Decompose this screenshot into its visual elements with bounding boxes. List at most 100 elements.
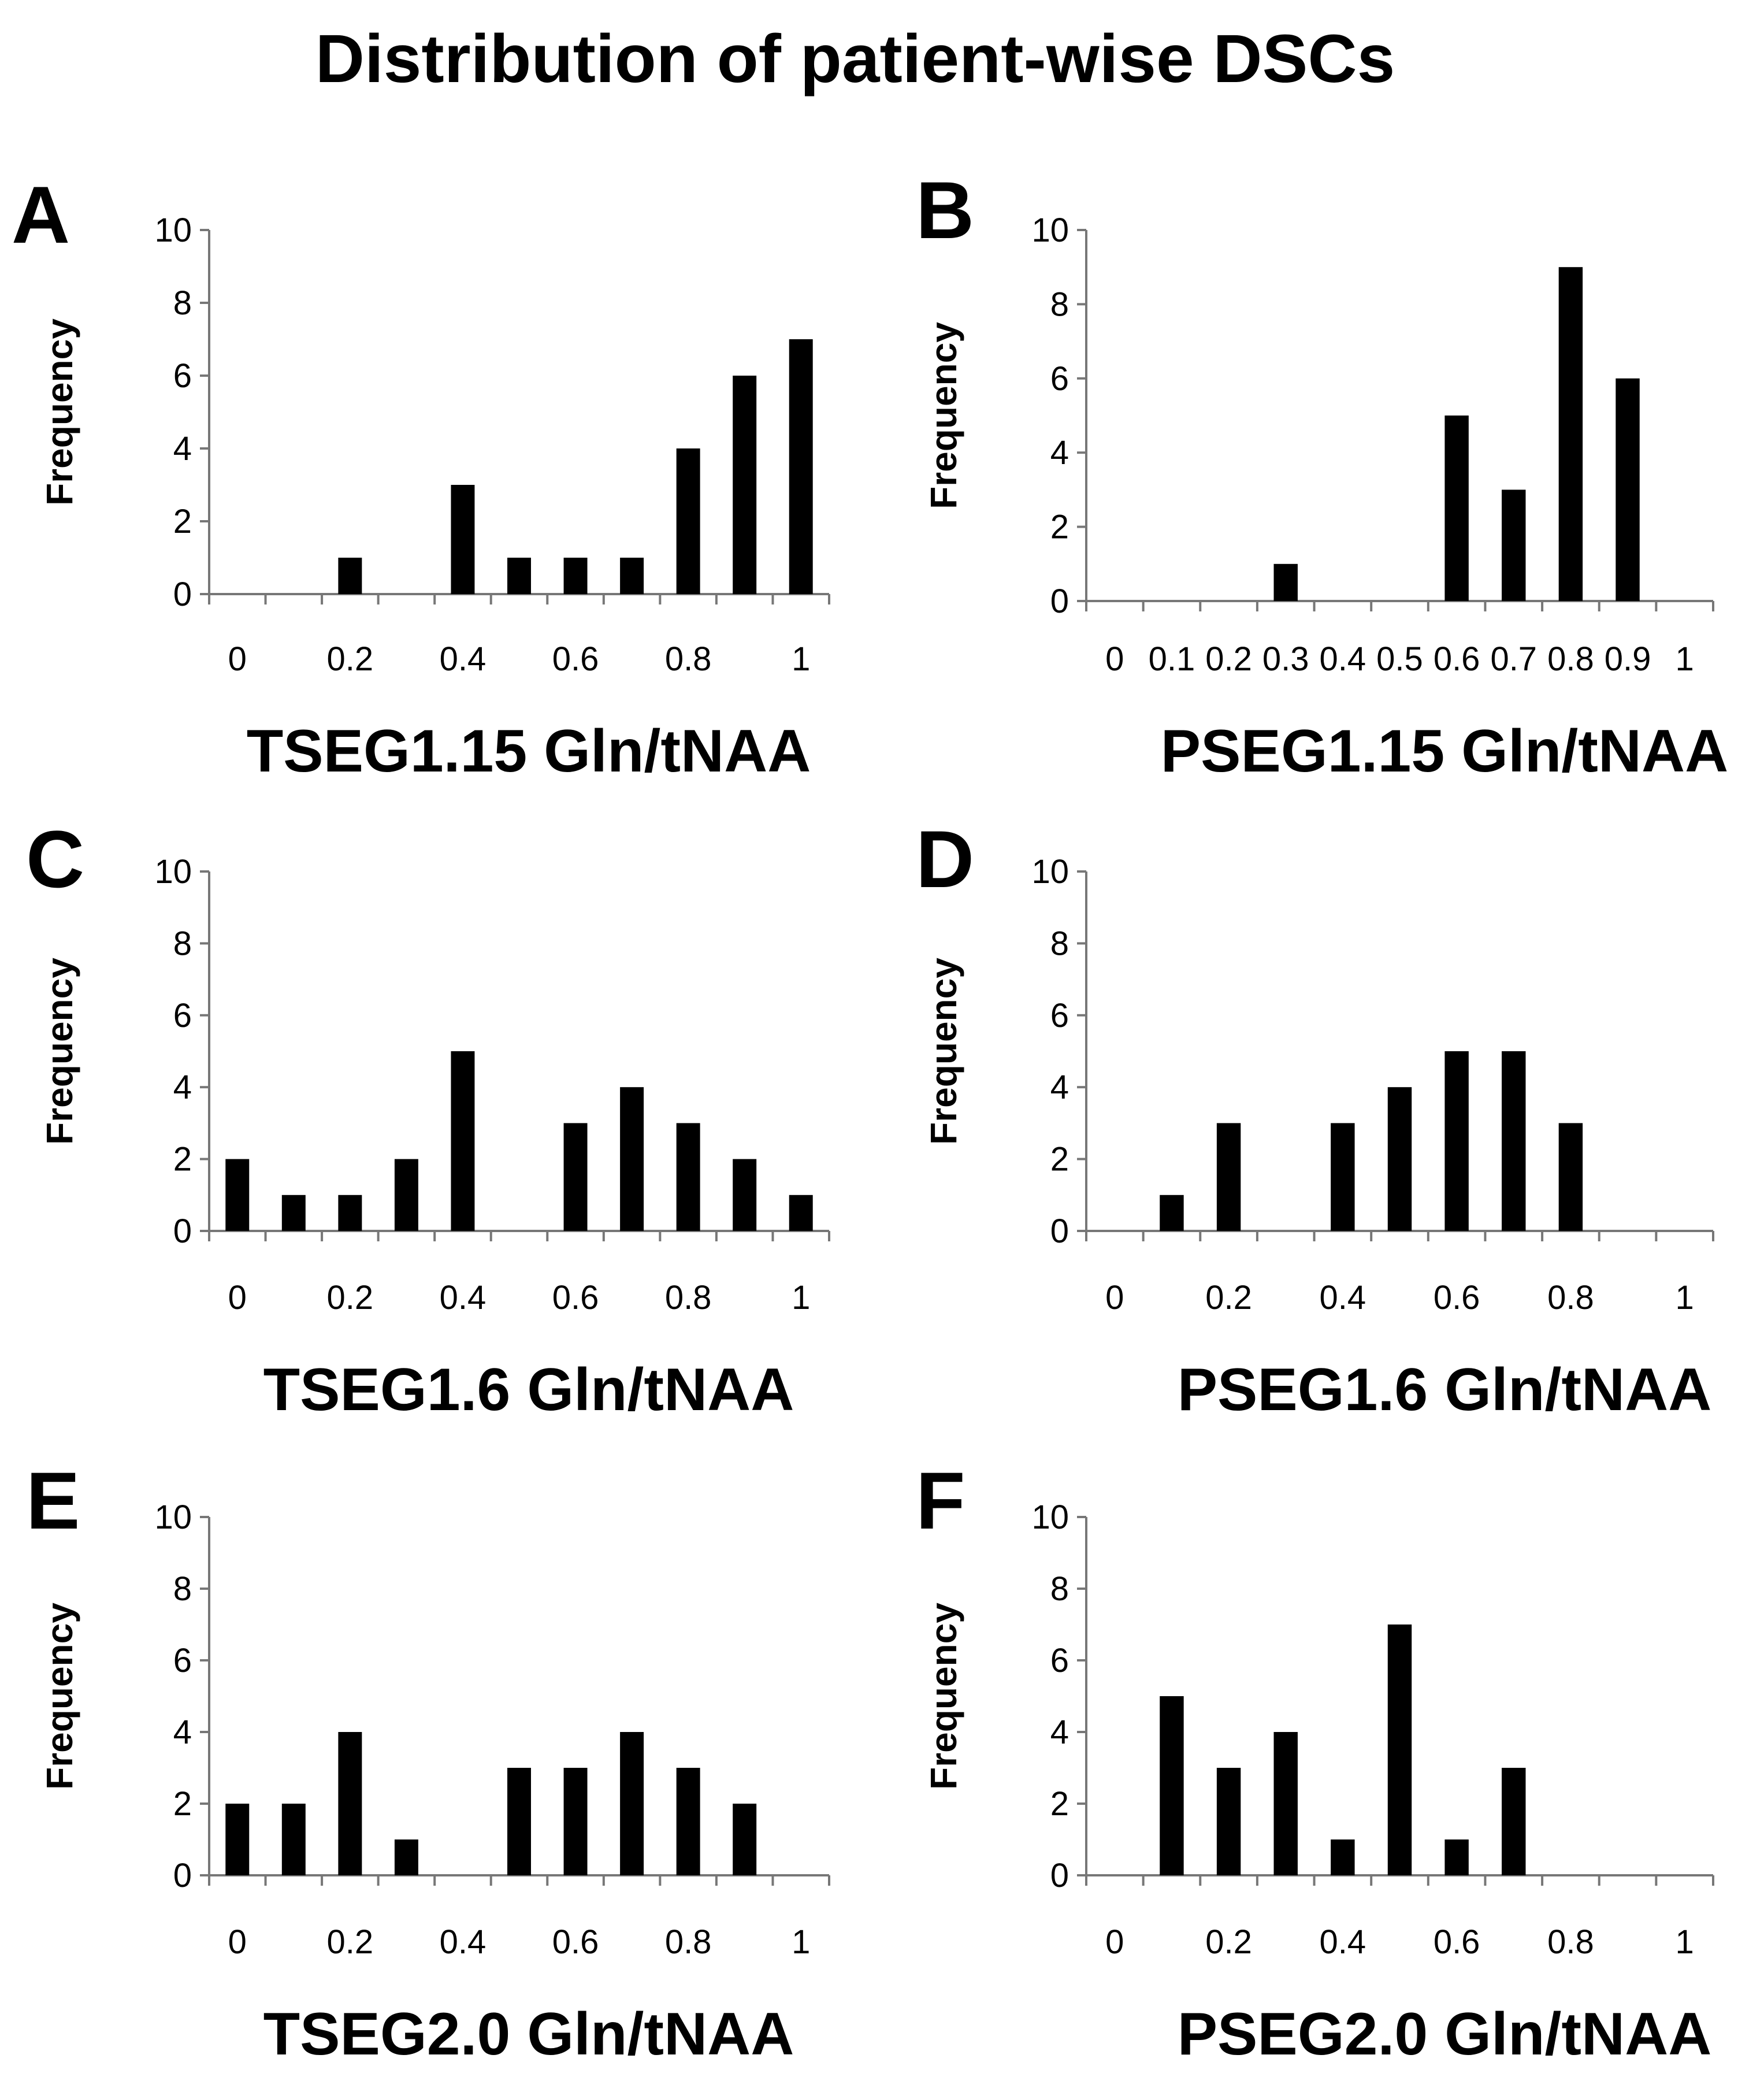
x-tick-label: 1 <box>1676 640 1694 678</box>
x-tick-label: 0.8 <box>1547 640 1594 678</box>
panel-b: B 0 2 4 6 8 10 0 0.1 0.2 0.3 0.4 0.5 0.6 0.7 0.8 0.9 1 Fre… <box>916 165 1728 785</box>
x-tick-label: 0.4 <box>440 1279 487 1316</box>
bar <box>1616 378 1640 601</box>
y-tick-label: 8 <box>173 284 192 322</box>
x-axis-label: TSEG1.6 Gln/tNAA <box>263 1356 794 1423</box>
bar <box>733 376 757 594</box>
y-axis-label: Frequency <box>923 322 964 509</box>
bar <box>1387 1087 1412 1231</box>
x-axis-label: PSEG2.0 Gln/tNAA <box>1178 2001 1712 2068</box>
y-tick-label: 0 <box>173 1212 192 1250</box>
bar <box>676 1768 700 1875</box>
y-tick-label: 4 <box>1050 1713 1069 1751</box>
y-tick-label: 0 <box>1050 1212 1069 1250</box>
y-axis-label: Frequency <box>39 318 80 506</box>
x-tick-label: 0 <box>1105 1923 1124 1961</box>
x-tick-label: 0.4 <box>1320 1923 1366 1961</box>
bar <box>281 1804 306 1875</box>
panel-letter: A <box>12 169 70 260</box>
y-tick-label: 10 <box>154 1499 192 1536</box>
bar <box>1444 416 1469 601</box>
x-tick-label: 0.2 <box>327 1923 374 1961</box>
y-tick-label: 2 <box>173 1785 192 1823</box>
y-tick-label: 8 <box>173 1570 192 1608</box>
y-tick-label: 2 <box>173 1141 192 1178</box>
bar <box>620 558 644 594</box>
bar <box>1502 1051 1526 1231</box>
panel-e: E 0 2 4 6 8 10 0 0.2 0.4 0.6 0.8 1 Frequency TSEG2.0 G… <box>26 1455 830 2068</box>
bar <box>1160 1195 1184 1231</box>
x-tick-label: 0 <box>228 1923 247 1961</box>
x-tick-label: 0.6 <box>1434 640 1480 678</box>
bar <box>733 1159 757 1231</box>
bar <box>1216 1123 1241 1231</box>
bar <box>1558 1123 1583 1231</box>
bar <box>507 558 531 594</box>
x-tick-label: 0.6 <box>552 640 599 678</box>
x-tick-label: 1 <box>1676 1279 1694 1316</box>
bar <box>563 558 588 594</box>
y-axis-label: Frequency <box>39 958 80 1145</box>
x-tick-label: 0.8 <box>665 1923 712 1961</box>
bar <box>1216 1768 1241 1875</box>
y-tick-label: 6 <box>1050 1642 1069 1679</box>
bar <box>1558 267 1583 601</box>
panel-letter: E <box>26 1455 80 1546</box>
y-tick-label: 8 <box>1050 285 1069 323</box>
y-tick-label: 2 <box>1050 1785 1069 1823</box>
bar <box>338 558 362 594</box>
y-tick-label: 4 <box>1050 434 1069 472</box>
y-tick-label: 6 <box>173 997 192 1034</box>
y-tick-label: 0 <box>173 1857 192 1894</box>
x-tick-label: 0.8 <box>1547 1923 1594 1961</box>
bar <box>225 1804 250 1875</box>
figure-title: Distribution of patient-wise DSCs <box>315 21 1395 97</box>
x-tick-label: 0.2 <box>1205 1923 1252 1961</box>
y-tick-label: 8 <box>173 925 192 962</box>
y-axis-label: Frequency <box>39 1603 80 1790</box>
y-tick-label: 6 <box>1050 360 1069 398</box>
bar <box>1502 489 1526 601</box>
bar <box>1502 1768 1526 1875</box>
bar <box>1387 1624 1412 1875</box>
y-tick-label: 6 <box>1050 997 1069 1034</box>
panel-letter: C <box>26 814 84 904</box>
bar <box>394 1839 418 1875</box>
y-tick-label: 10 <box>154 212 192 249</box>
x-tick-label: 0.8 <box>665 1279 712 1316</box>
x-tick-label: 0.2 <box>327 1279 374 1316</box>
x-tick-label: 0.4 <box>440 1923 487 1961</box>
bar <box>1444 1051 1469 1231</box>
panel-f: F 0 2 4 6 8 10 0 0.2 0.4 0.6 0.8 1 Frequency PSEG2.0 G… <box>916 1455 1714 2068</box>
bar <box>1444 1839 1469 1875</box>
x-tick-label: 0.6 <box>552 1923 599 1961</box>
x-tick-label: 1 <box>792 1279 810 1316</box>
x-axis-label: PSEG1.6 Gln/tNAA <box>1178 1356 1712 1423</box>
y-tick-label: 6 <box>173 357 192 395</box>
x-tick-label: 0.8 <box>665 640 712 678</box>
y-tick-label: 4 <box>173 1069 192 1106</box>
y-axis-label: Frequency <box>923 1603 964 1790</box>
bar <box>1331 1123 1355 1231</box>
x-axis-label: PSEG1.15 Gln/tNAA <box>1161 718 1728 785</box>
y-tick-label: 4 <box>173 430 192 468</box>
y-tick-label: 8 <box>1050 1570 1069 1608</box>
bar <box>789 339 813 594</box>
bar <box>620 1087 644 1231</box>
panel-c: C 0 2 4 6 8 10 0 0.2 0.4 0.6 0.8 1 Frequency TSEG1.6 G… <box>26 814 830 1423</box>
x-axis-label: TSEG1.15 Gln/tNAA <box>247 718 811 785</box>
panel-letter: F <box>916 1455 965 1546</box>
y-tick-label: 10 <box>1031 1499 1069 1536</box>
bar <box>451 1051 475 1231</box>
y-tick-label: 4 <box>173 1713 192 1751</box>
x-tick-label: 0.3 <box>1262 640 1309 678</box>
x-tick-label: 1 <box>792 640 810 678</box>
panel-letter: D <box>916 814 974 904</box>
x-tick-label: 0.6 <box>552 1279 599 1316</box>
y-tick-label: 4 <box>1050 1069 1069 1106</box>
y-tick-label: 2 <box>1050 1141 1069 1178</box>
x-tick-label: 0 <box>1105 1279 1124 1316</box>
y-tick-label: 10 <box>1031 853 1069 891</box>
y-tick-label: 2 <box>173 503 192 540</box>
